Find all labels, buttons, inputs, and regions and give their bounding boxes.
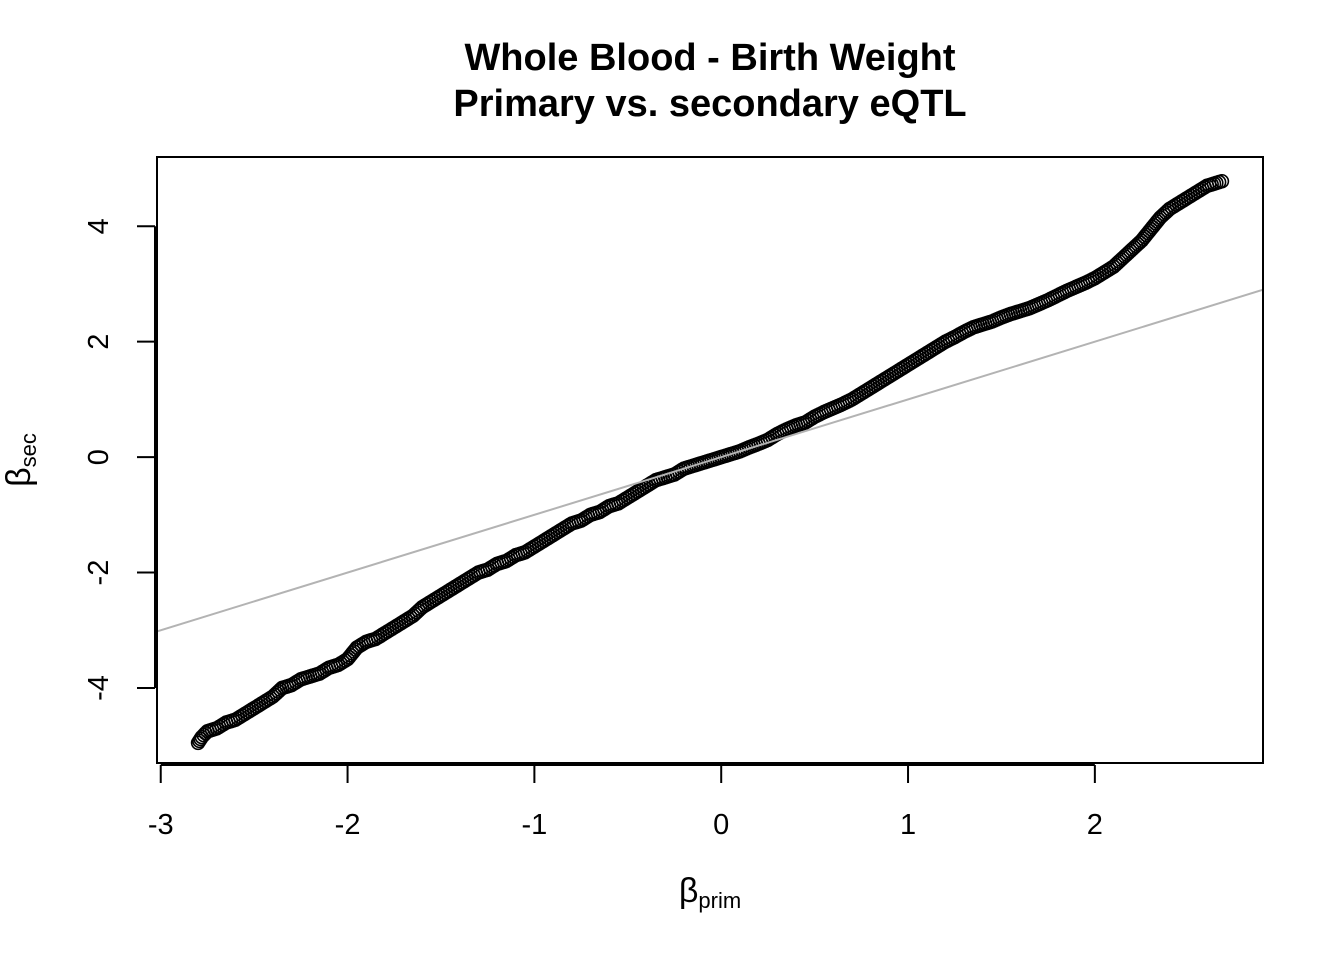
- x-tick-label: -3: [148, 809, 174, 841]
- x-tick-label: 1: [900, 809, 916, 841]
- y-tick-label: -4: [83, 675, 115, 701]
- y-tick-label: -2: [83, 560, 115, 586]
- y-axis-label-subscript: sec: [16, 433, 41, 467]
- reference-line: [157, 288, 1263, 633]
- y-tick-label: 2: [83, 334, 115, 350]
- chart-title: Whole Blood - Birth Weight: [464, 37, 955, 79]
- plot-area: [157, 173, 1263, 751]
- x-tick-label: -1: [521, 809, 547, 841]
- x-axis: -3 -2 -1 0 1 2: [148, 764, 1103, 841]
- chart-subtitle: Primary vs. secondary eQTL: [453, 83, 966, 125]
- data-points: [190, 173, 1230, 751]
- y-tick-label: 4: [83, 218, 115, 234]
- y-axis: -4 -2 0 2 4: [83, 218, 156, 701]
- x-tick-label: 0: [713, 809, 729, 841]
- y-tick-label: 0: [83, 449, 115, 465]
- x-tick-label: -2: [335, 809, 361, 841]
- x-axis-label: βprim: [679, 872, 741, 913]
- x-axis-label-symbol: β: [679, 872, 699, 910]
- y-axis-label: βsec: [0, 433, 41, 487]
- y-axis-label-symbol: β: [0, 467, 38, 487]
- x-axis-label-subscript: prim: [698, 888, 741, 913]
- plot-frame: [156, 156, 1264, 764]
- x-tick-label: 2: [1087, 809, 1103, 841]
- data-point: [1214, 173, 1230, 189]
